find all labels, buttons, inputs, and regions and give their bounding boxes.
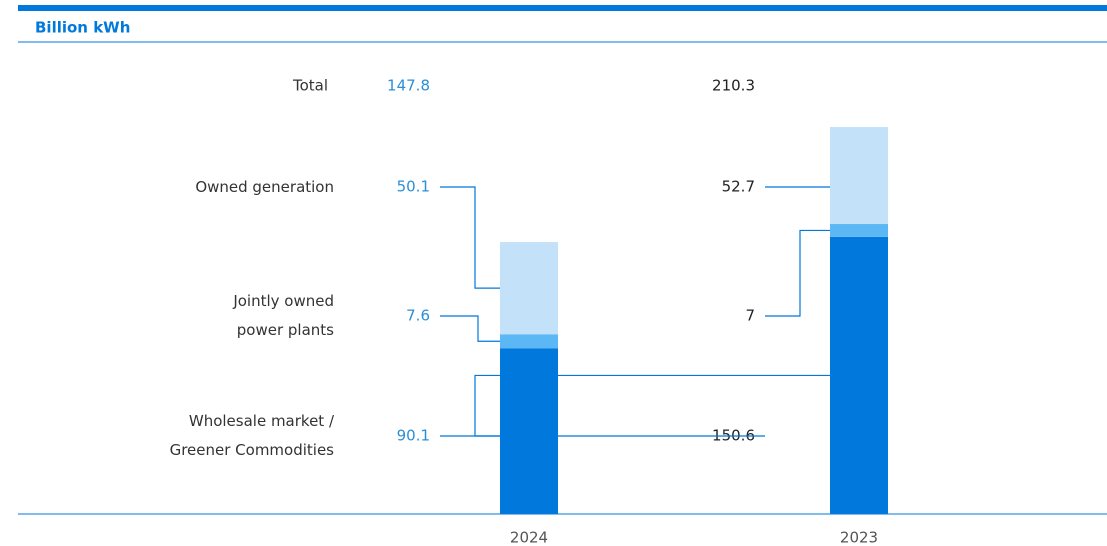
series-name: Owned generation <box>195 177 334 196</box>
bar-segment <box>500 242 558 335</box>
leader-line <box>474 374 830 437</box>
leader-line <box>440 186 500 289</box>
bar-segment <box>500 348 558 514</box>
series-name: Jointly owned power plants <box>233 292 334 339</box>
value-label: 52.7 <box>722 178 755 196</box>
bar-segment <box>830 127 888 225</box>
bar-segment <box>500 334 558 349</box>
leader-line <box>765 229 830 317</box>
total-value: 147.8 <box>387 77 430 95</box>
chart-title: Billion kWh <box>35 19 130 37</box>
series-name: Wholesale market / Greener Commodities <box>169 412 334 459</box>
value-label: 7.6 <box>406 307 430 325</box>
value-label: 50.1 <box>397 178 430 196</box>
bar-segment <box>830 224 888 237</box>
bar-segment <box>830 236 888 514</box>
value-label: 90.1 <box>397 427 430 445</box>
total-label: Total <box>292 77 328 95</box>
x-tick-label: 2024 <box>510 529 548 546</box>
value-label: 7 <box>745 307 755 325</box>
leader-line <box>440 315 500 342</box>
total-value: 210.3 <box>712 77 755 95</box>
top-band <box>18 5 1107 11</box>
x-tick-label: 2023 <box>840 529 878 546</box>
